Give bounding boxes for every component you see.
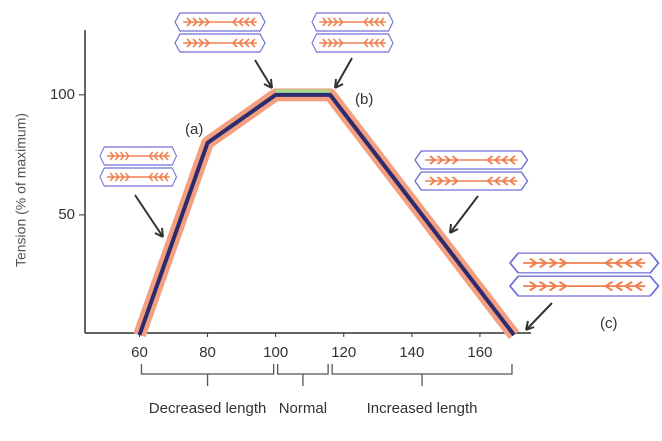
line	[137, 92, 516, 337]
x-tick-label: 160	[467, 344, 492, 361]
annotation: (a)	[185, 121, 203, 138]
x-tick-label: 60	[131, 344, 148, 361]
region-label: Normal	[278, 400, 328, 417]
annotation: (b)	[355, 91, 373, 108]
arrows	[134, 57, 553, 331]
x-tick-label: 100	[263, 344, 288, 361]
region-label: Increased length	[366, 400, 478, 417]
arrow	[449, 195, 479, 234]
sarcomere-icon	[510, 253, 659, 296]
bracket	[331, 364, 513, 386]
y-tick-label: 50	[58, 206, 75, 223]
sarcomere-icon	[175, 13, 265, 52]
sarcomere-icon	[415, 151, 528, 190]
sarcomere-icon	[312, 13, 393, 52]
arrow	[134, 194, 164, 238]
arrow	[525, 302, 553, 331]
region-label: Decreased length	[148, 400, 267, 417]
bracket	[277, 364, 329, 386]
x-tick-label: 120	[331, 344, 356, 361]
arrow	[254, 59, 273, 89]
bracket	[140, 364, 275, 386]
y-axis-label: Tension (% of maximum)	[13, 113, 29, 267]
y-tick-label: 100	[50, 86, 75, 103]
arrow	[334, 57, 353, 89]
x-tick-label: 80	[199, 344, 216, 361]
annotation: (c)	[600, 315, 618, 332]
sarcomere-icon	[100, 147, 177, 186]
x-tick-label: 140	[399, 344, 424, 361]
